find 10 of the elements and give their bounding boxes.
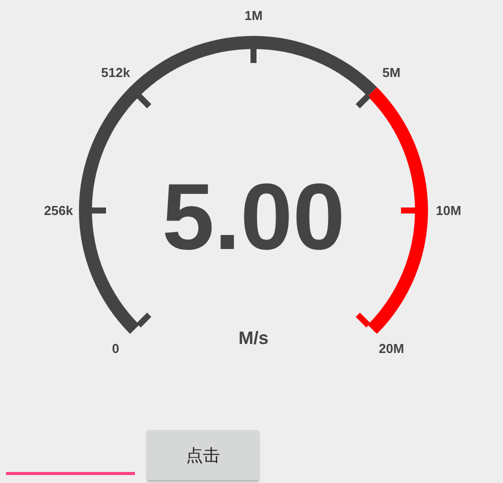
text: 5.00 [162, 164, 345, 269]
text: 5M [382, 65, 400, 80]
text: 256k [44, 203, 74, 218]
button: 点击 [147, 430, 259, 480]
text: 1M [244, 8, 263, 23]
text: 10M [436, 203, 462, 218]
text: 0 [112, 340, 120, 356]
text: 20M [378, 340, 404, 356]
text: 512k [101, 65, 131, 80]
text: M/s [238, 328, 269, 348]
